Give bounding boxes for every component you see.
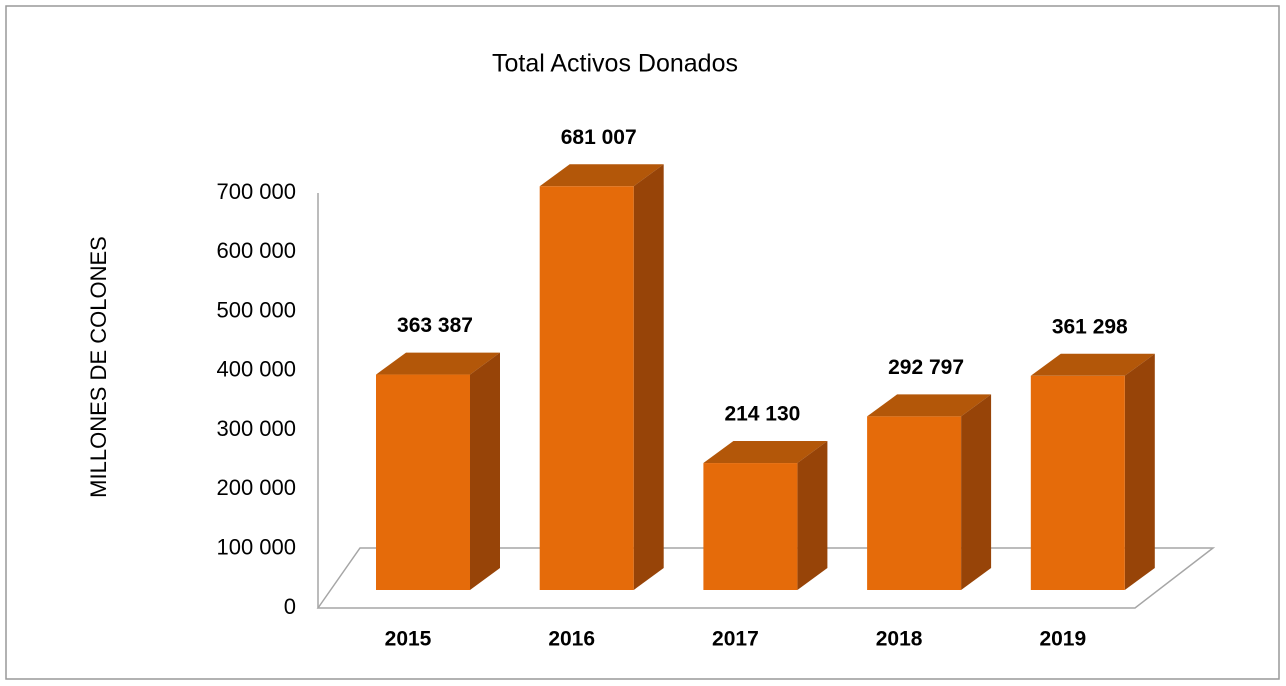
value-label: 292 797 <box>888 356 964 379</box>
bar-top <box>1030 353 1155 376</box>
y-tick-label: 500 000 <box>216 297 296 322</box>
bar-side <box>961 394 992 590</box>
bar-side <box>633 164 664 590</box>
y-tick-label: 0 <box>284 594 296 619</box>
y-tick-label: 700 000 <box>216 179 296 204</box>
bar-top <box>867 394 992 417</box>
value-label: 361 298 <box>1052 315 1128 338</box>
bar <box>867 416 962 590</box>
y-tick-label: 600 000 <box>216 238 296 263</box>
bar-top <box>703 441 828 464</box>
x-tick-label: 2018 <box>876 628 923 651</box>
bar <box>539 186 634 590</box>
bar-side <box>797 441 828 590</box>
y-axis-label: MILLONES DE COLONES <box>86 236 111 498</box>
y-tick-label: 400 000 <box>216 357 296 382</box>
x-tick-label: 2019 <box>1039 628 1086 651</box>
y-tick-label: 100 000 <box>216 535 296 560</box>
bar-top <box>539 164 664 187</box>
bar <box>1030 375 1125 590</box>
x-tick-label: 2015 <box>385 628 432 651</box>
y-tick-label: 200 000 <box>216 475 296 500</box>
y-tick-label: 300 000 <box>216 416 296 441</box>
x-tick-label: 2017 <box>712 628 759 651</box>
bar <box>703 463 798 590</box>
bar-top <box>376 352 500 375</box>
floor <box>316 547 1216 609</box>
value-label: 681 007 <box>561 126 637 149</box>
bar-side <box>1124 353 1155 590</box>
bar-side <box>470 352 500 590</box>
bar <box>376 374 470 590</box>
x-tick-label: 2016 <box>548 628 595 651</box>
value-label: 363 387 <box>397 314 473 337</box>
chart-title: Total Activos Donados <box>492 50 738 78</box>
value-label: 214 130 <box>724 403 800 426</box>
